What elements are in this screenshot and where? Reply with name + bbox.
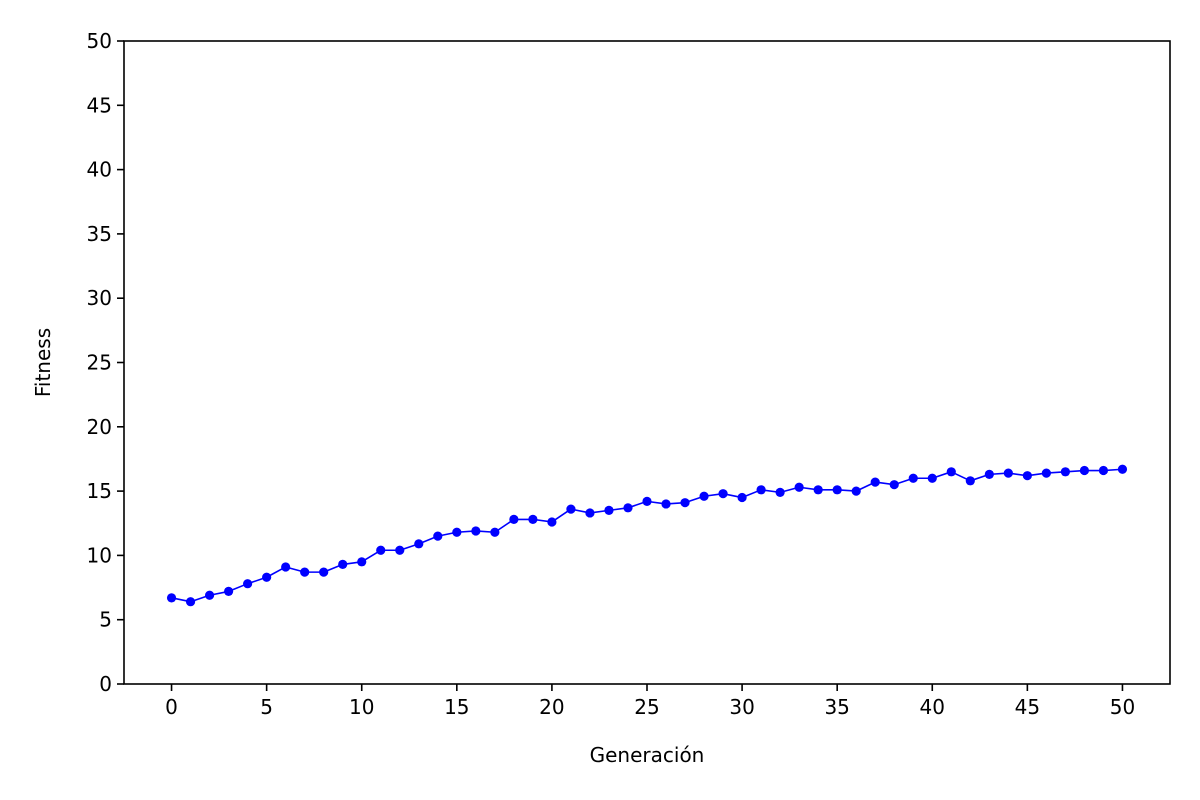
data-point	[889, 480, 899, 490]
data-point	[490, 527, 500, 537]
data-point	[528, 514, 538, 524]
data-point	[832, 485, 842, 495]
data-point	[395, 545, 405, 555]
data-point	[376, 545, 386, 555]
data-point	[452, 527, 462, 537]
y-axis-label: Fitness	[31, 328, 55, 397]
y-tick-label: 50	[87, 29, 112, 53]
plot-frame	[123, 40, 1171, 685]
data-point	[262, 572, 272, 582]
y-tick-label: 20	[87, 415, 112, 439]
data-point	[1060, 467, 1070, 477]
data-point	[623, 503, 633, 513]
y-tick-label: 25	[87, 351, 112, 375]
data-point	[585, 508, 595, 518]
x-tick-label: 40	[920, 695, 945, 719]
data-point	[357, 557, 367, 567]
data-point	[870, 477, 880, 487]
x-axis-ticks: 0 5 10 15 20 25 30 35 40 45 50	[165, 684, 1135, 719]
data-point	[1041, 468, 1051, 478]
plot-area	[124, 41, 1170, 684]
data-point	[509, 514, 519, 524]
data-point	[204, 590, 215, 600]
data-point	[243, 579, 253, 589]
y-tick-label: 35	[87, 222, 112, 246]
data-point	[642, 496, 652, 506]
data-point	[1079, 465, 1090, 476]
data-point	[338, 559, 348, 570]
data-point	[737, 492, 747, 503]
series-layer	[166, 464, 1128, 607]
data-point	[566, 504, 576, 514]
data-point	[718, 489, 728, 499]
y-tick-label: 10	[87, 543, 112, 567]
data-point	[927, 473, 937, 483]
y-tick-label: 0	[99, 672, 112, 696]
data-point	[984, 469, 994, 479]
y-tick-label: 15	[87, 479, 112, 503]
x-tick-label: 10	[349, 695, 374, 719]
x-tick-label: 30	[729, 695, 754, 719]
data-point	[756, 485, 766, 495]
data-point	[1022, 471, 1032, 481]
x-axis-label: Generación	[590, 743, 705, 767]
x-tick-label: 0	[165, 695, 178, 719]
data-point	[300, 567, 310, 577]
x-tick-label: 20	[539, 695, 564, 719]
data-point	[794, 482, 804, 492]
data-point	[908, 473, 918, 483]
data-point	[604, 505, 614, 515]
y-tick-label: 30	[87, 286, 112, 310]
data-point	[813, 485, 823, 495]
data-point	[281, 562, 291, 572]
x-tick-label: 25	[634, 695, 659, 719]
y-axis-ticks: 0 5 10 15 20 25 30 35 40 45 50	[87, 29, 124, 696]
data-point	[414, 539, 424, 549]
data-point	[661, 499, 671, 509]
x-tick-label: 45	[1015, 695, 1040, 719]
data-point	[775, 487, 785, 497]
data-point	[166, 593, 177, 603]
data-point	[433, 531, 443, 541]
data-point	[1098, 465, 1109, 476]
y-tick-label: 45	[87, 93, 112, 117]
data-point	[680, 498, 690, 508]
data-point	[547, 517, 557, 527]
data-point	[946, 467, 956, 477]
data-point	[965, 476, 975, 486]
data-point	[224, 586, 234, 597]
y-tick-label: 40	[87, 158, 112, 182]
x-tick-label: 15	[444, 695, 469, 719]
data-point	[319, 567, 329, 577]
y-tick-label: 5	[99, 608, 112, 632]
x-tick-label: 5	[260, 695, 273, 719]
x-tick-label: 50	[1110, 695, 1135, 719]
data-point	[699, 491, 709, 501]
data-point	[471, 526, 481, 536]
data-point	[185, 597, 196, 607]
data-point	[1117, 464, 1128, 474]
x-tick-label: 35	[824, 695, 849, 719]
data-point	[1003, 468, 1013, 478]
data-point	[851, 486, 861, 496]
